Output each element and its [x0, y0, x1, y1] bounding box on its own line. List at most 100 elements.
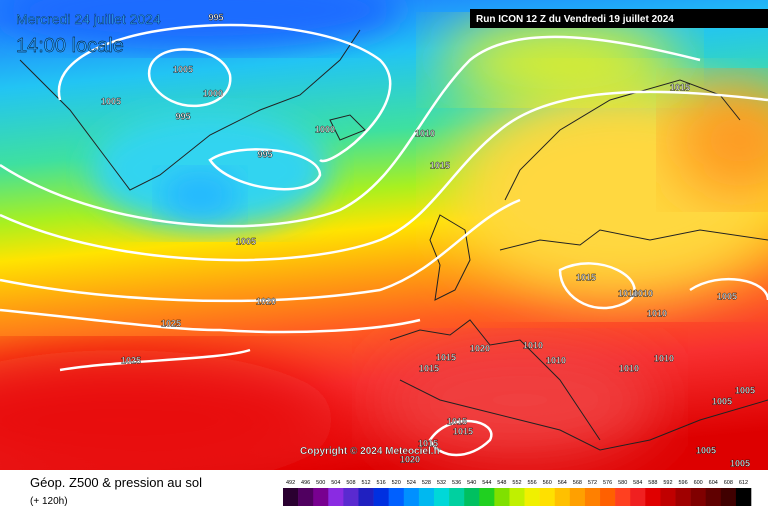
scale-swatch: [313, 488, 329, 506]
isobar-label: 1025: [161, 318, 181, 328]
scale-label: 496: [301, 480, 310, 486]
scale-swatch: [343, 488, 359, 506]
scale-swatch: [464, 488, 480, 506]
isobar-label: 1005: [730, 458, 750, 468]
isobar-label: 1010: [523, 340, 543, 350]
run-bar: [470, 9, 768, 28]
isobar-label: 995: [175, 111, 190, 121]
scale-label: 516: [377, 480, 386, 486]
scale-label: 552: [512, 480, 521, 486]
isobar-label: 1015: [670, 82, 690, 92]
isobar-label: 1005: [696, 445, 716, 455]
isobar-label: 1020: [470, 343, 490, 353]
scale-label: 528: [422, 480, 431, 486]
isobar-label: 1005: [717, 291, 737, 301]
isobar-label: 1010: [618, 288, 638, 298]
isobar-label: 1015: [453, 426, 473, 436]
scale-label: 580: [618, 480, 627, 486]
isobar-label: 1005: [735, 385, 755, 395]
scale-label: 544: [482, 480, 491, 486]
isobar-label: 1015: [430, 160, 450, 170]
isobar-label: 1005: [236, 236, 256, 246]
scale-swatch: [630, 488, 646, 506]
scale-label: 504: [331, 480, 340, 486]
isobar-label: 1010: [619, 363, 639, 373]
isobar-label: 1010: [633, 288, 653, 298]
color-scale: 492 496 500 504 508 512 516 520 524 528 532 536 540 5…: [283, 480, 752, 506]
isobar-label: 1020: [256, 296, 276, 306]
isobar-label: 1000: [203, 88, 223, 98]
footer-lead: (+ 120h): [30, 496, 68, 507]
scale-label: 560: [543, 480, 552, 486]
scale-label: 576: [603, 480, 612, 486]
scale-label: 500: [316, 480, 325, 486]
scale-swatch: [403, 488, 420, 506]
scale-swatch: [720, 488, 737, 506]
scale-swatch: [298, 488, 314, 506]
scale-swatch: [615, 488, 631, 506]
scale-label: 508: [346, 480, 355, 486]
scale-label: 548: [497, 480, 506, 486]
scale-swatch: [328, 488, 344, 506]
isobar-labels: 9951005100510009951000995101010151015100…: [101, 12, 755, 468]
isobar-label: 1010: [654, 353, 674, 363]
scale-swatch: [418, 488, 435, 506]
isobar-label: 1005: [101, 96, 121, 106]
scale-label: 568: [573, 480, 582, 486]
isobar-label: 1000: [315, 124, 335, 134]
run-info: Run ICON 12 Z du Vendredi 19 juillet 202…: [476, 14, 674, 25]
scale-swatch: [388, 488, 405, 506]
scale-label: 520: [392, 480, 401, 486]
scale-swatch: [735, 488, 752, 506]
scale-label: 608: [724, 480, 733, 486]
scale-label: 564: [558, 480, 567, 486]
scale-label: 588: [648, 480, 657, 486]
scale-swatch: [554, 488, 571, 506]
scale-label: 584: [633, 480, 642, 486]
isobar-label: 1015: [447, 416, 467, 426]
scale-swatch: [569, 488, 586, 506]
scale-swatch: [705, 488, 722, 506]
scale-swatch: [494, 488, 510, 506]
isobar-label: 1020: [400, 454, 420, 464]
scale-swatch: [600, 488, 616, 506]
scale-label: 540: [467, 480, 476, 486]
isobar-label: 995: [208, 12, 223, 22]
scale-swatch: [449, 488, 465, 506]
scale-label: 556: [528, 480, 537, 486]
scale-swatch: [373, 488, 389, 506]
map-date: Mercredi 24 juillet 2024: [16, 11, 161, 27]
scale-label: 592: [663, 480, 672, 486]
scale-label: 612: [739, 480, 748, 486]
scale-swatch: [645, 488, 661, 506]
scale-label: 596: [678, 480, 687, 486]
isobar-label: 995: [257, 149, 272, 159]
scale-swatch: [283, 488, 299, 506]
isobar-label: 1005: [173, 64, 193, 74]
scale-label: 600: [694, 480, 703, 486]
scale-swatch: [675, 488, 691, 506]
scale-swatch: [539, 488, 556, 506]
footer-title: Géop. Z500 & pression au sol: [30, 475, 202, 490]
scale-label: 604: [709, 480, 718, 486]
isobar-label: 1010: [647, 308, 667, 318]
coastlines: [19, 29, 768, 451]
scale-label: 512: [361, 480, 370, 486]
isobar-label: 1015: [576, 272, 596, 282]
field: [0, 0, 768, 490]
scale-swatch: [433, 488, 450, 506]
isobar-label: 1015: [436, 352, 456, 362]
scale-label: 532: [437, 480, 446, 486]
scale-label: 492: [286, 480, 295, 486]
copyright: Copyright © 2024 Meteociel.fr: [300, 446, 441, 457]
scale-swatch: [509, 488, 525, 506]
scale-swatch: [660, 488, 676, 506]
scale-label: 536: [452, 480, 461, 486]
isobar-label: 1010: [415, 128, 435, 138]
scale-swatch: [358, 488, 374, 506]
scale-swatch: [524, 488, 540, 506]
scale-swatch: [690, 488, 707, 506]
scale-swatch: [479, 488, 495, 506]
isobar-label: 1010: [546, 355, 566, 365]
